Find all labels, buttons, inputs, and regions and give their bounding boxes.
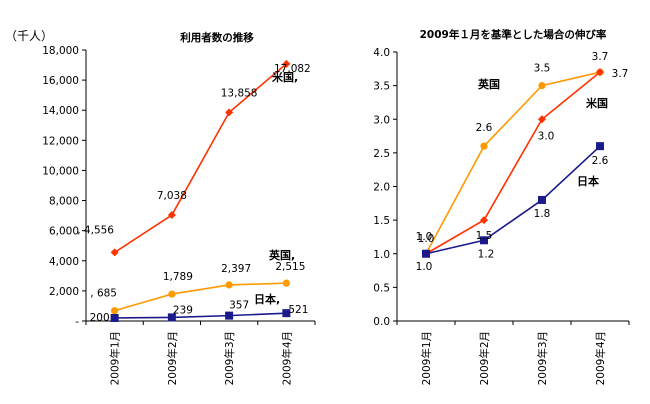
series-line: [114, 312, 287, 319]
series-label-jp: 日本,: [254, 292, 280, 306]
data-label: , 685: [90, 288, 117, 300]
y-tick-label: 10,000: [42, 165, 79, 177]
x-tick-label: 2009年4月: [594, 331, 607, 385]
circle-marker: [225, 281, 233, 289]
unit-label: （千人）: [5, 29, 53, 43]
circle-marker: [168, 290, 176, 298]
diamond-marker: [596, 68, 604, 77]
data-label: 2.6: [476, 122, 493, 134]
square-marker: [538, 195, 546, 204]
series-label-jp: 日本: [577, 174, 599, 188]
data-label: 1.2: [478, 248, 495, 260]
data-label: 3.7: [612, 68, 629, 80]
x-tick-label: 2009年2月: [166, 331, 179, 385]
square-marker: [596, 142, 604, 151]
data-label: 1.0: [418, 233, 435, 245]
circle-marker: [538, 82, 546, 90]
series-line: [114, 63, 287, 254]
data-label: 3.5: [534, 63, 551, 75]
x-tick-label: 2009年4月: [280, 331, 293, 385]
y-tick-label: 12,000: [42, 135, 79, 147]
y-tick-label: 3.5: [373, 81, 390, 93]
diamond-marker: [538, 115, 546, 124]
data-label: 521: [288, 304, 308, 316]
data-label: 2,397: [221, 263, 251, 275]
x-tick-label: 2009年1月: [420, 331, 433, 385]
circle-marker: [111, 307, 119, 315]
series-label-us: 米国: [585, 96, 608, 110]
y-tick-label: 2,000: [49, 286, 79, 298]
y-tick-label: 14,000: [42, 105, 79, 117]
circle-marker: [480, 142, 488, 150]
data-label: 1.8: [534, 208, 551, 220]
x-tick-label: 2009年2月: [478, 331, 491, 385]
x-tick-label: 2009年1月: [109, 331, 122, 385]
y-tick-label: 18,000: [42, 45, 79, 57]
y-tick-label: 16,000: [42, 75, 79, 87]
data-label: 1.0: [416, 261, 433, 273]
y-tick-label: 3.0: [373, 114, 390, 126]
data-label: 200: [90, 312, 110, 324]
data-label: 239: [173, 304, 193, 316]
data-label: 17,082: [274, 63, 311, 75]
diamond-marker: [225, 108, 234, 117]
series-line: [425, 145, 601, 255]
x-tick-label: 2009年3月: [223, 331, 236, 385]
data-label: , 4,556: [77, 224, 114, 236]
data-label: 2,515: [275, 261, 305, 273]
x-tick-label: 2009年3月: [536, 331, 549, 385]
y-tick-label: 8,000: [49, 196, 79, 208]
data-label: 1.5: [476, 230, 493, 242]
data-label: 3.7: [592, 51, 609, 63]
data-label: 3.0: [538, 130, 555, 142]
series-line: [425, 71, 601, 255]
y-tick-label: 4,000: [49, 256, 79, 268]
series-line: [425, 71, 601, 255]
data-label: 7,038: [157, 190, 187, 202]
y-tick-label: 0.5: [373, 282, 390, 294]
data-label: 357: [229, 300, 249, 312]
y-tick-label: 1.0: [373, 249, 390, 261]
data-label: 2.6: [592, 155, 609, 167]
chart-growth: 2009年１月を基準とした場合の伸び率 0.0 0.5 1.0 1.5 2.0 2.5 3.…: [373, 28, 630, 385]
y-tick-label: 2.5: [373, 148, 390, 160]
y-tick-label: 0.0: [373, 316, 390, 328]
data-labels: 1.02.63.53.71.0 1.53.03.71.01.21.82.6: [416, 51, 629, 273]
square-marker: [110, 313, 119, 322]
chart-users: （千人） 利用者数の推移 - 2,000 4,000 6,000 8,000 10,000…: [5, 29, 316, 385]
square-marker: [480, 236, 488, 245]
data-labels: , 4,556 7,038 13,858 17,082 , 685 1,789 2,397 2…: [77, 63, 311, 324]
y-tick-label: 4.0: [373, 47, 390, 59]
square-marker: [282, 309, 291, 318]
circle-marker: [282, 279, 290, 287]
series-layer: [110, 59, 291, 322]
diamond-marker: [480, 216, 488, 225]
diamond-marker: [282, 59, 291, 68]
y-tick-label: 2.0: [373, 182, 390, 194]
chart-title: 利用者数の推移: [180, 31, 254, 44]
diamond-marker: [167, 211, 176, 220]
y-tick-label: 1.5: [373, 215, 390, 227]
series-line: [114, 282, 287, 312]
data-label: 1.0: [416, 231, 433, 243]
axes: - 2,000 4,000 6,000 8,000 10,000 12,000 14,000 1…: [42, 45, 316, 385]
square-marker: [225, 311, 234, 320]
diamond-marker: [110, 248, 119, 257]
data-label: 13,858: [221, 87, 258, 99]
chart-title: 2009年１月を基準とした場合の伸び率: [420, 28, 607, 41]
y-tick-label: -: [75, 316, 79, 328]
square-marker: [167, 313, 176, 322]
series-layer: [422, 68, 604, 258]
square-marker: [422, 249, 430, 258]
y-tick-label: 6,000: [49, 226, 79, 238]
data-label: 1,789: [163, 271, 193, 283]
series-label-us: 米国,: [271, 70, 298, 84]
series-label-uk: 英国,: [268, 248, 295, 262]
axes: 0.0 0.5 1.0 1.5 2.0 2.5 3.0 3.5 4.0 2009年1月 2009年2…: [373, 47, 630, 385]
series-label-uk: 英国: [477, 77, 500, 91]
